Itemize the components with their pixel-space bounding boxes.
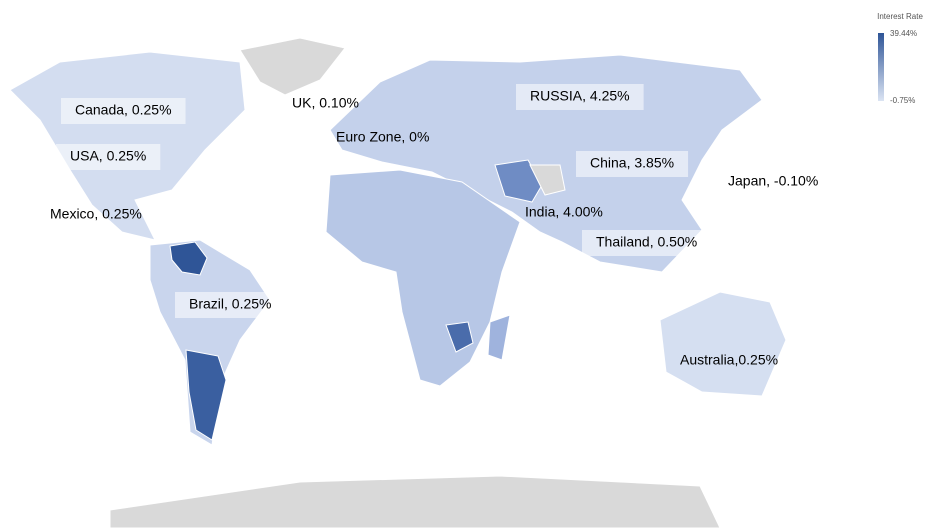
label-box xyxy=(56,144,161,170)
zimbabwe xyxy=(445,321,474,353)
country-label: China, 3.85% xyxy=(590,155,674,171)
labels: Canada, 0.25% UK, 0.10% RUSSIA, 4.25% USA, … xyxy=(50,84,818,368)
label-box xyxy=(576,151,689,177)
label-box xyxy=(582,230,712,256)
country-label: RUSSIA, 4.25% xyxy=(530,88,630,104)
country-label: India, 4.00% xyxy=(525,204,603,220)
australia xyxy=(659,291,787,397)
africa xyxy=(325,169,521,387)
legend-min: -0.75% xyxy=(890,96,915,105)
venezuela xyxy=(169,241,208,276)
legend-gradient xyxy=(878,33,884,101)
greenland xyxy=(239,37,346,96)
country-label: Canada, 0.25% xyxy=(75,102,172,118)
argentina xyxy=(185,349,227,441)
legend-title: Interest Rate xyxy=(877,12,923,21)
antarctica xyxy=(109,475,721,528)
country-label: UK, 0.10% xyxy=(292,95,359,111)
arabia xyxy=(529,164,566,196)
country-label: Australia,0.25% xyxy=(680,352,778,368)
label-box xyxy=(61,98,186,124)
legend: Interest Rate 39.44% -0.75% xyxy=(877,12,923,105)
country-label: Japan, -0.10% xyxy=(728,173,818,189)
country-label: Thailand, 0.50% xyxy=(596,234,697,250)
madagascar xyxy=(487,314,511,361)
iran xyxy=(494,159,543,203)
label-box xyxy=(516,84,644,110)
country-label: Euro Zone, 0% xyxy=(336,129,429,145)
country-label: Brazil, 0.25% xyxy=(189,296,271,312)
country-label: USA, 0.25% xyxy=(70,148,146,164)
country-label: Mexico, 0.25% xyxy=(50,206,142,222)
legend-max: 39.44% xyxy=(890,29,917,38)
land xyxy=(9,37,787,528)
label-box xyxy=(175,292,286,318)
